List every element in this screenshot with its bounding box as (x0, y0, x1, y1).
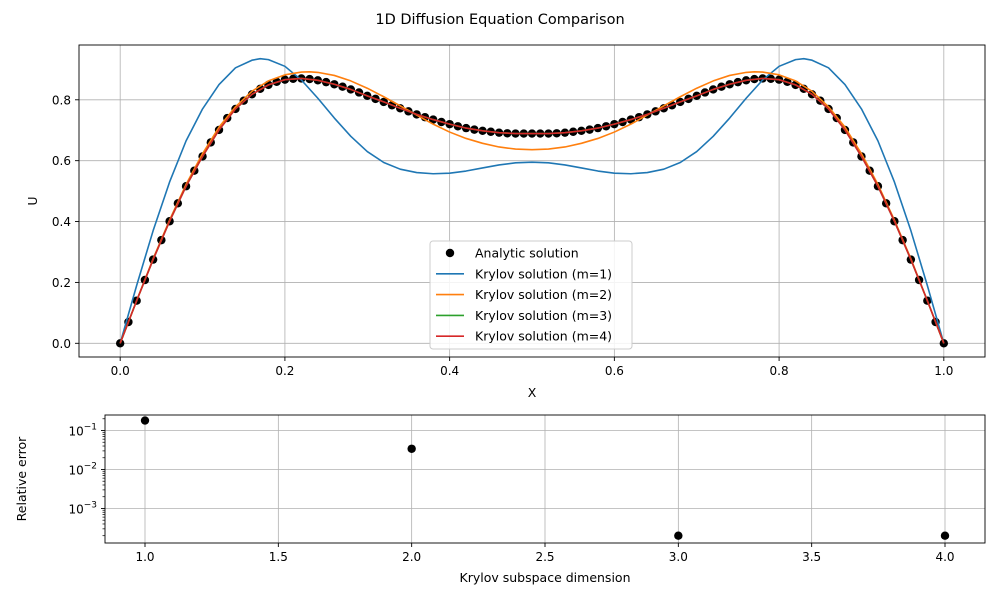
krylov-line-m4 (119, 77, 945, 344)
legend-item: Krylov solution (m=4) (436, 329, 612, 344)
figure-title: 1D Diffusion Equation Comparison (375, 12, 624, 28)
error-ytick-label: 10−3 (68, 500, 97, 516)
main-ytick-label: 0.6 (52, 154, 71, 168)
main-xtick-label: 1.0 (934, 364, 953, 378)
legend-marker-analytic (445, 248, 455, 258)
main-ytick-label: 0.8 (52, 93, 71, 107)
error-ytick-base: 10 (68, 425, 83, 439)
krylov-line-m2 (119, 70, 945, 344)
legend-box (429, 240, 633, 350)
krylov-line-m1 (119, 57, 945, 344)
error-xtick-label: 3.5 (802, 550, 821, 564)
error-xlabel: Krylov subspace dimension (460, 570, 631, 585)
main-xtick-label: 0.4 (440, 364, 459, 378)
analytic-point (115, 339, 125, 348)
error-ylabel: Relative error (14, 436, 29, 522)
error-xtick-label: 3.0 (669, 550, 688, 564)
error-xtick-label: 2.0 (402, 550, 421, 564)
main-ytick-label: 0.0 (52, 337, 71, 351)
legend-item: Krylov solution (m=2) (436, 287, 612, 302)
main-plot: 0.0 0.2 0.4 0.6 0.8 1.0 0.0 0.2 0.4 0.6 0.8 X U Analy… (25, 44, 986, 400)
error-xtick-label: 4.0 (935, 550, 954, 564)
error-ytick-label: 10−1 (68, 423, 97, 439)
error-plot: 1.0 1.5 2.0 2.5 3.0 3.5 4.010−110−210−3Krylov … (14, 414, 986, 585)
error-ytick-exponent: −2 (84, 461, 97, 471)
error-ytick-base: 10 (68, 502, 83, 516)
error-point (674, 531, 683, 540)
main-axes-frame (78, 44, 986, 358)
main-xtick-label: 0.0 (111, 364, 130, 378)
main-xlabel: X (528, 385, 537, 400)
error-xtick-label: 2.5 (535, 550, 554, 564)
error-ytick-exponent: −1 (84, 423, 97, 433)
analytic-point (939, 339, 949, 348)
error-ytick-base: 10 (68, 463, 83, 477)
legend-item: Krylov solution (m=1) (436, 266, 612, 281)
main-xtick-label: 0.8 (770, 364, 789, 378)
legend-item: Analytic solution (445, 246, 579, 261)
main-legend: Analytic solution Krylov solution (m=1) Kr… (429, 240, 633, 350)
error-point (407, 444, 416, 453)
legend-label: Krylov solution (m=4) (475, 329, 612, 344)
error-point (140, 416, 150, 425)
error-xtick-label: 1.5 (269, 550, 288, 564)
legend-label: Krylov solution (m=3) (475, 308, 612, 323)
error-point (940, 531, 950, 540)
main-xtick-label: 0.2 (275, 364, 294, 378)
error-xtick-label: 1.0 (135, 550, 154, 564)
main-xtick-label: 0.6 (605, 364, 624, 378)
legend-label: Krylov solution (m=2) (475, 287, 612, 302)
legend-label: Analytic solution (475, 246, 579, 261)
legend-label: Krylov solution (m=1) (475, 266, 612, 281)
legend-item: Krylov solution (m=3) (436, 308, 612, 323)
error-ytick-exponent: −3 (84, 500, 97, 510)
main-ytick-label: 0.2 (52, 276, 71, 290)
main-ytick-label: 0.4 (52, 215, 71, 229)
error-ytick-label: 10−2 (68, 461, 97, 477)
main-ylabel: U (25, 196, 40, 205)
